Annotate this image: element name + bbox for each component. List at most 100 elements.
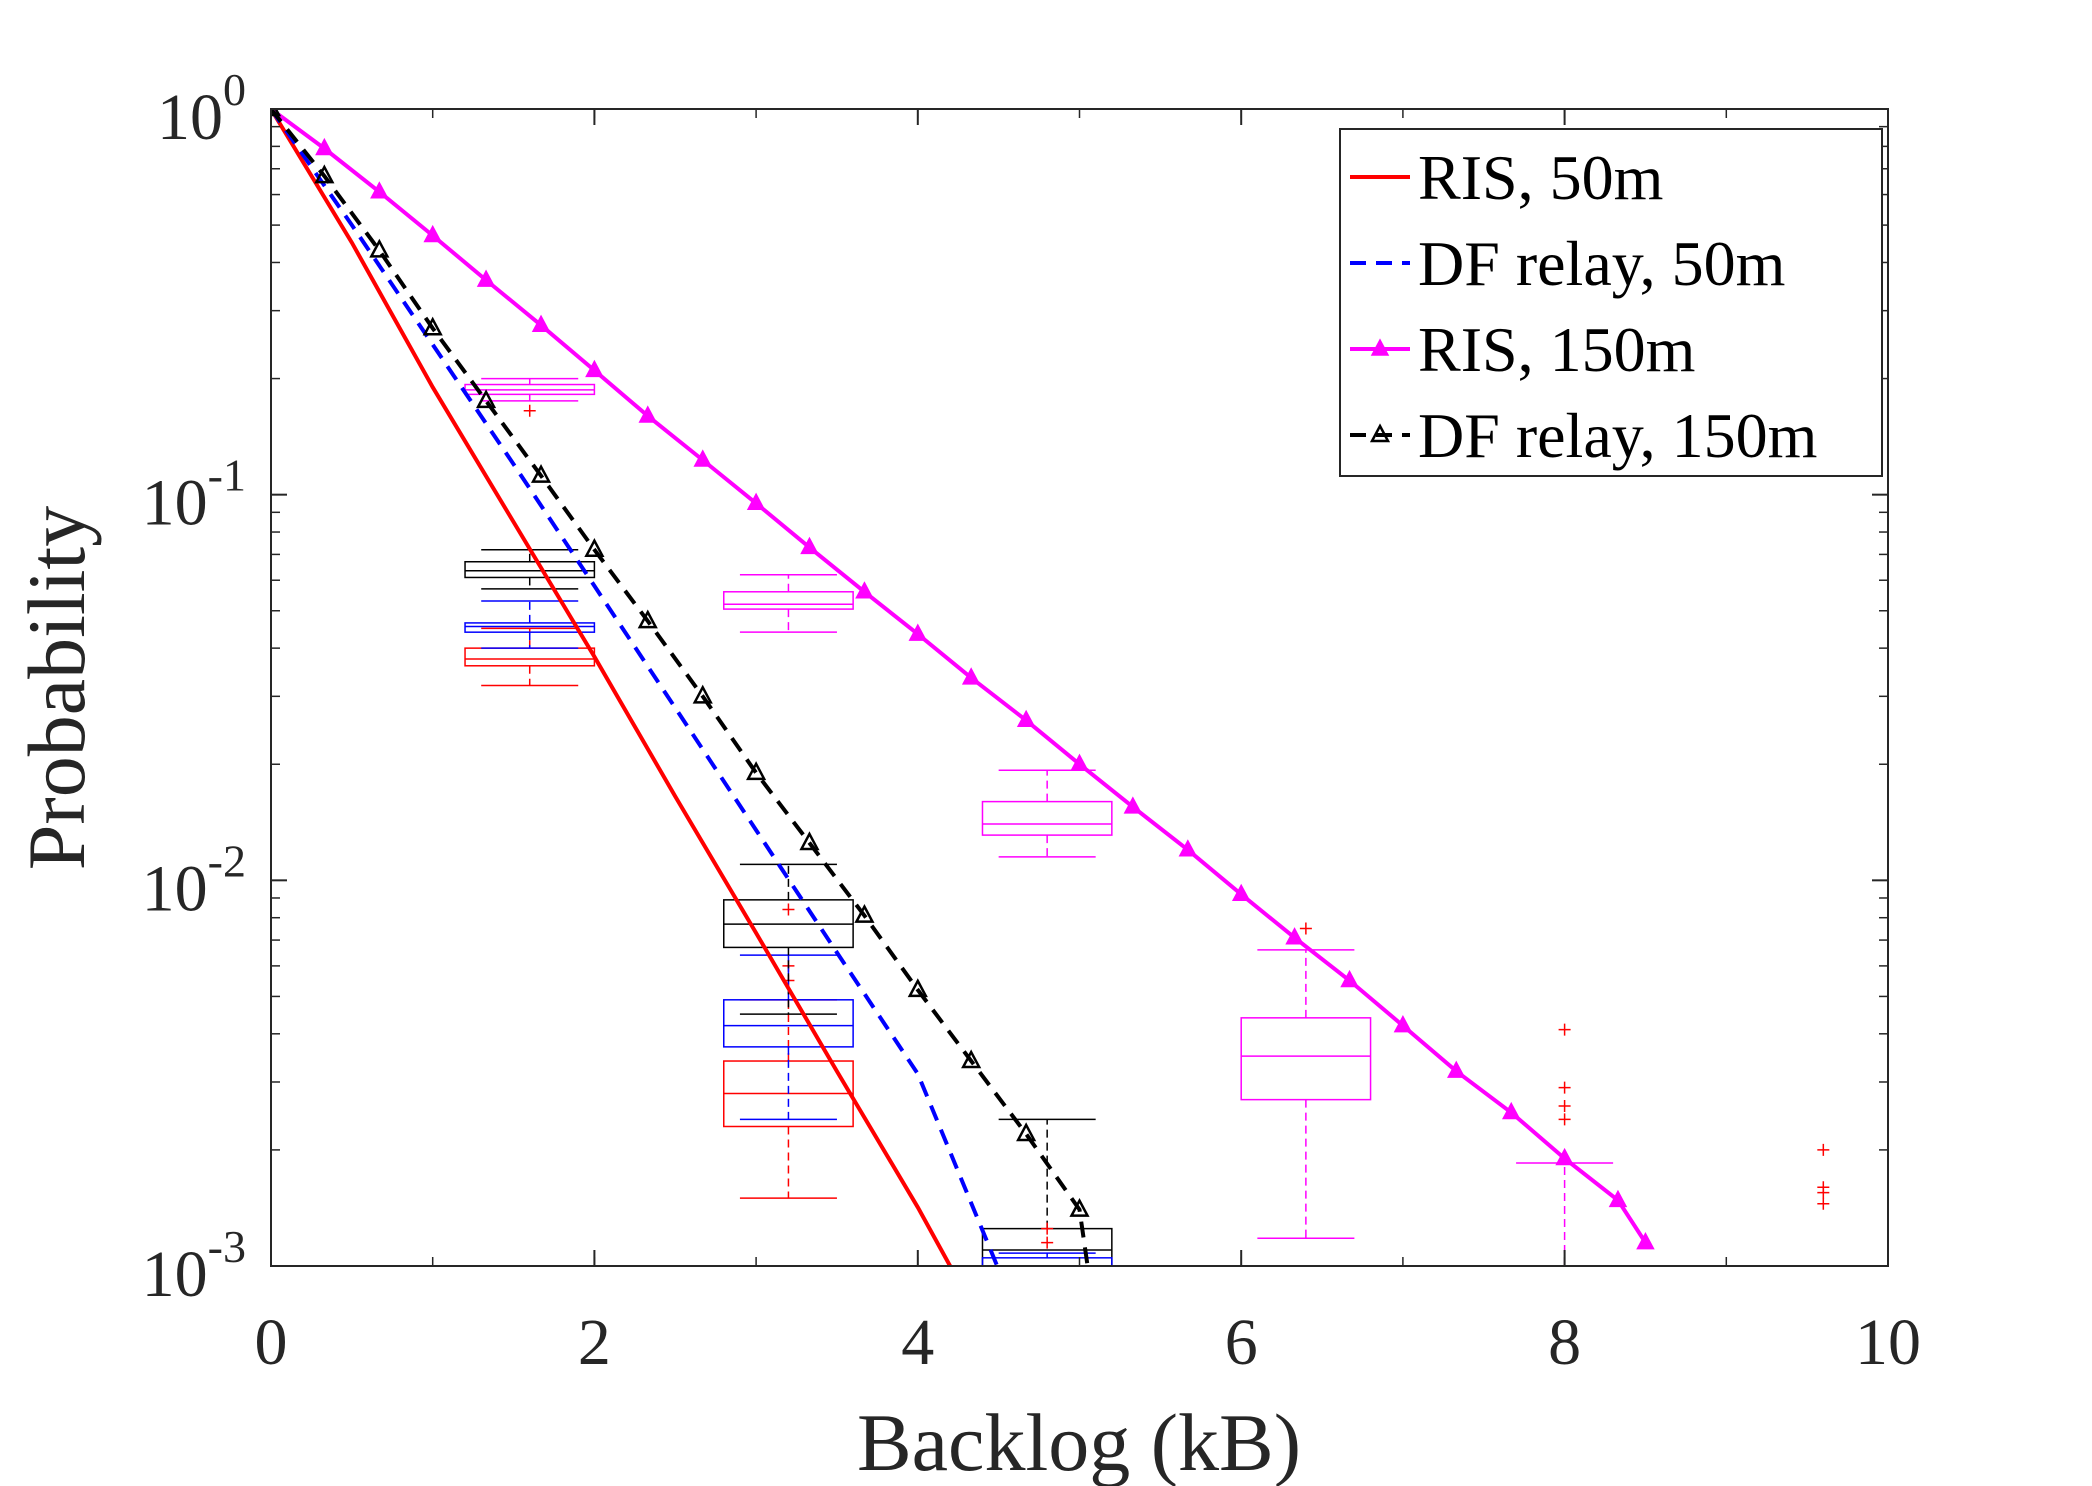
- legend-label: DF relay, 50m: [1418, 228, 1785, 299]
- box-body: [464, 560, 596, 579]
- y-tick-base: 10: [142, 467, 208, 540]
- boxplot: [464, 377, 596, 417]
- y-tick-exponent: 0: [223, 64, 246, 115]
- y-tick-exponent: -3: [208, 1221, 246, 1272]
- series-marker: [1016, 709, 1036, 728]
- y-axis-label: Probability: [11, 506, 102, 870]
- legend-label: RIS, 150m: [1418, 314, 1695, 385]
- series-line: [271, 109, 952, 1266]
- series-marker: [1016, 1122, 1037, 1142]
- box-body: [1499, 1265, 1631, 1266]
- series-marker: [907, 978, 928, 998]
- series-marker: [423, 224, 442, 243]
- legend-item: DF relay, 50m: [1350, 228, 1785, 299]
- box-outlier: [1041, 1236, 1054, 1249]
- y-tick-base: 10: [142, 1238, 208, 1311]
- boxplot: [981, 1222, 1113, 1266]
- box-body: [981, 1227, 1113, 1266]
- plot-area: [270, 108, 1889, 1274]
- boxplot: [464, 600, 596, 649]
- series-marker: [1501, 1101, 1521, 1120]
- box-outlier: [1558, 1081, 1571, 1094]
- series-marker: [369, 238, 390, 258]
- series-marker: [1555, 1147, 1574, 1166]
- series-marker: [475, 389, 497, 409]
- box-outlier: [1558, 1023, 1571, 1036]
- box-body: [1759, 1269, 1888, 1274]
- box-outlier: [1041, 1222, 1054, 1235]
- series-marker: [746, 492, 766, 511]
- series-marker: [530, 464, 552, 483]
- box-body: [981, 800, 1113, 836]
- box-outlier: [1299, 922, 1312, 935]
- box-outlier: [1817, 1143, 1830, 1156]
- legend-item: RIS, 150m: [1350, 314, 1695, 385]
- boxplot-layer: [464, 377, 1888, 1274]
- box-body: [464, 647, 596, 667]
- series-marker: [961, 1049, 982, 1069]
- series-marker: [638, 405, 658, 423]
- y-tick-label: 10-3: [142, 1221, 246, 1311]
- x-axis-label: Backlog (kB): [857, 1397, 1301, 1486]
- x-tick-label: 4: [901, 1306, 934, 1379]
- legend-box: [1339, 128, 1883, 477]
- series-marker: [370, 181, 389, 199]
- legend-marker: [1369, 423, 1391, 443]
- series-marker: [746, 761, 767, 781]
- y-tick-label: 100: [157, 64, 246, 154]
- series-marker: [1285, 927, 1304, 945]
- x-tick-label: 8: [1548, 1306, 1581, 1379]
- series-marker: [1070, 753, 1089, 771]
- box-body: [981, 1257, 1113, 1266]
- box-body: [1240, 1017, 1372, 1101]
- series-line-group: [271, 109, 1655, 1250]
- box-body: [723, 591, 854, 610]
- y-tick-base: 10: [157, 81, 223, 154]
- series-marker: [531, 314, 551, 332]
- box-outlier: [1558, 1113, 1571, 1126]
- y-tick-label: 10-2: [142, 835, 246, 925]
- series-marker: [800, 536, 819, 555]
- series-marker: [692, 684, 713, 704]
- series-marker: [422, 316, 443, 336]
- series-line-group: [271, 109, 952, 1266]
- series-layer: [271, 109, 1655, 1266]
- series-marker: [315, 137, 334, 156]
- boxplot: [464, 548, 596, 590]
- x-tick-label: 0: [255, 1306, 288, 1379]
- boxplot: [723, 863, 854, 1015]
- series-line: [271, 109, 1000, 1266]
- box-outlier: [782, 903, 795, 916]
- y-tick-base: 10: [142, 852, 208, 925]
- series-marker: [637, 609, 658, 629]
- x-tick-label: 6: [1225, 1306, 1258, 1379]
- legend-item: RIS, 50m: [1350, 142, 1663, 213]
- series-marker: [1608, 1189, 1628, 1208]
- y-tick-exponent: -2: [208, 835, 246, 886]
- ticks-layer: [270, 108, 1889, 1267]
- box-outlier: [1817, 1186, 1830, 1199]
- legend-marker: [1370, 338, 1390, 356]
- boxplot: [1759, 1143, 1888, 1274]
- legend-label: RIS, 50m: [1418, 142, 1663, 213]
- series-marker: [1123, 796, 1143, 814]
- series-marker: [314, 164, 335, 184]
- series-line-group: [271, 109, 1090, 1266]
- boxplot: [981, 1118, 1113, 1266]
- series-marker: [693, 449, 712, 467]
- series-marker: [854, 903, 875, 923]
- y-tick-label: 10-1: [142, 450, 246, 540]
- legend-item: DF relay, 150m: [1350, 400, 1817, 471]
- series-marker: [1447, 1060, 1466, 1078]
- series-line-group: [271, 109, 1000, 1266]
- series-marker: [1393, 1015, 1413, 1033]
- series-marker: [961, 667, 981, 685]
- series-marker: [1340, 969, 1359, 988]
- series-marker: [585, 359, 604, 378]
- series-marker: [1069, 1197, 1090, 1217]
- y-tick-exponent: -1: [208, 450, 246, 501]
- legend: RIS, 50m DF relay, 50m RIS, 150m DF relay, …: [1339, 128, 1883, 477]
- series-marker: [1636, 1231, 1655, 1250]
- boxplot: [723, 573, 854, 633]
